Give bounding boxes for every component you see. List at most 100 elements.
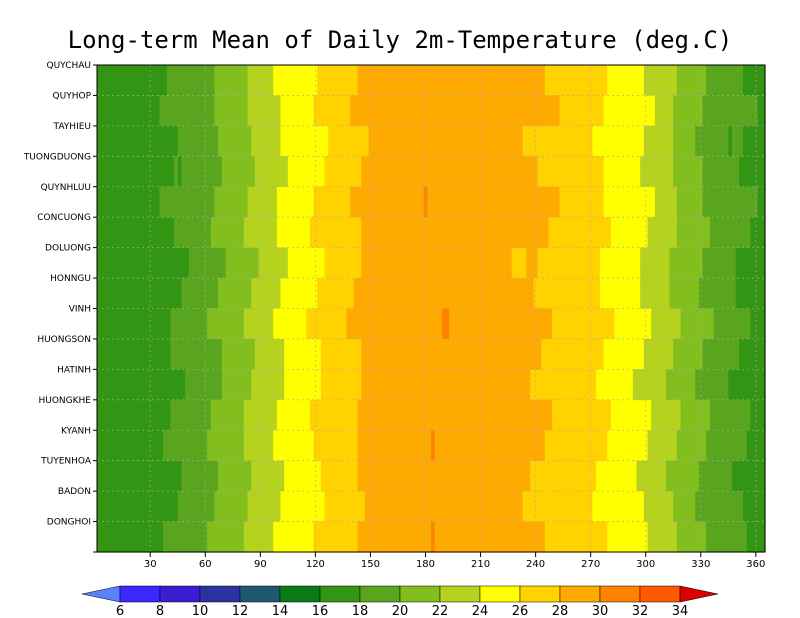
heatmap-cell [673, 95, 704, 127]
heatmap-cell [742, 125, 766, 157]
heatmap-cell [709, 217, 751, 249]
heatmap-cell [636, 460, 667, 492]
station-label: KYANH [61, 426, 91, 436]
heatmap-cell [280, 125, 329, 157]
heatmap-cell [603, 156, 641, 188]
heatmap-cell [530, 460, 597, 492]
heatmap-cell [431, 521, 436, 553]
colorbar-label: 22 [432, 604, 449, 618]
heatmap-cell [643, 491, 674, 523]
heatmap-cell [97, 369, 186, 401]
heatmap-cell [368, 125, 524, 157]
heatmap-cell [97, 399, 172, 431]
colorbar-label: 30 [592, 604, 609, 618]
heatmap-cell [559, 95, 605, 127]
heatmap-cell [328, 125, 370, 157]
heatmap-cell [254, 156, 289, 188]
heatmap-cell [698, 460, 733, 492]
heatmap-cell [676, 521, 707, 553]
heatmap-cell [97, 521, 164, 553]
colorbar-label: 34 [672, 604, 689, 618]
heatmap-cell [214, 95, 249, 127]
heatmap-cell [273, 308, 307, 340]
heatmap-cell [225, 247, 260, 279]
heatmap-cell [709, 399, 751, 431]
heatmap-cell [247, 491, 282, 523]
heatmap-cell [97, 186, 160, 218]
heatmap-cell [728, 369, 766, 401]
colorbar-segment [639, 585, 681, 603]
heatmap-cell [159, 95, 216, 127]
heatmap-cell [599, 278, 641, 310]
heatmap-cell [350, 186, 425, 218]
heatmap-cell [177, 491, 216, 523]
heatmap-cell [706, 65, 744, 97]
heatmap-cell [735, 247, 766, 279]
station-label: TAYHIEU [53, 122, 91, 132]
heatmap-cell [251, 460, 285, 492]
heatmap-cell [361, 338, 542, 370]
heatmap-cell [361, 369, 531, 401]
colorbar-label: 14 [272, 604, 289, 618]
heatmap-cell [214, 186, 249, 218]
heatmap-cell [287, 156, 326, 188]
heatmap-cell [647, 217, 678, 249]
heatmap-cell [735, 278, 766, 310]
heatmap-cell [651, 308, 682, 340]
heatmap-cell [181, 278, 219, 310]
heatmap-cell [651, 399, 682, 431]
heatmap-cell [526, 247, 539, 279]
heatmap-cell [673, 338, 704, 370]
colorbar-segment [479, 585, 521, 603]
heatmap-cell [739, 338, 766, 370]
heatmap-cell [350, 95, 561, 127]
heatmap-cell [317, 65, 359, 97]
heatmap-cell [603, 338, 645, 370]
heatmap-cell [159, 186, 216, 218]
heatmap-cell [221, 156, 256, 188]
colorbar-label: 10 [192, 604, 209, 618]
heatmap-cell [647, 430, 678, 462]
heatmap-cell [324, 491, 366, 523]
heatmap-cell [218, 278, 252, 310]
heatmap-cell [607, 430, 649, 462]
x-tick-label: 30 [144, 559, 157, 570]
heatmap-cell [673, 156, 704, 188]
heatmap-cell [541, 338, 605, 370]
heatmap-cell [434, 521, 546, 553]
heatmap-cell [607, 521, 649, 553]
x-tick-label: 300 [636, 559, 655, 570]
colorbar-label: 24 [472, 604, 489, 618]
heatmap-cell [97, 278, 183, 310]
heatmap-cell [313, 186, 351, 218]
heatmap-cell [706, 430, 748, 462]
heatmap-cell [643, 125, 674, 157]
heatmap-cell [676, 186, 704, 218]
heatmap-cell [357, 430, 432, 462]
heatmap-cell [357, 460, 531, 492]
heatmap-cell [177, 125, 219, 157]
heatmap-cell [357, 521, 432, 553]
heatmap-cell [698, 278, 737, 310]
colorbar-label: 12 [232, 604, 249, 618]
station-label: CONCUONG [37, 213, 91, 223]
heatmap-cell [713, 308, 751, 340]
heatmap-cell [247, 95, 282, 127]
heatmap-cell [537, 247, 601, 279]
heatmap-cell [603, 186, 656, 218]
heatmap-cell [97, 491, 179, 523]
x-tick-label: 150 [361, 559, 380, 570]
heatmap-cell [185, 369, 223, 401]
heatmap-cell [174, 156, 179, 188]
colorbar-label: 32 [632, 604, 649, 618]
heatmap-cell [544, 430, 608, 462]
heatmap-cell [640, 278, 671, 310]
heatmap-cell [346, 308, 443, 340]
colorbar-label: 26 [512, 604, 529, 618]
station-label: TUONGDUONG [23, 152, 91, 162]
heatmap-cell [317, 278, 355, 310]
heatmap-cell [544, 521, 608, 553]
x-tick-label: 120 [306, 559, 325, 570]
heatmap-cell [431, 430, 436, 462]
heatmap-cell [552, 308, 616, 340]
